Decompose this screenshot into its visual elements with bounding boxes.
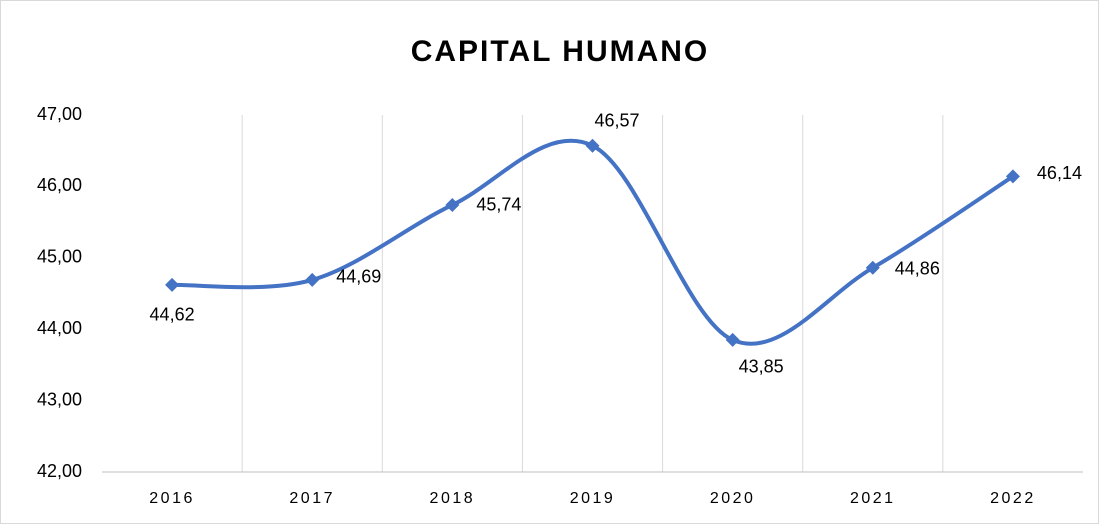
- x-tick-label: 2022: [990, 490, 1036, 507]
- y-tick-label: 46,00: [37, 175, 82, 195]
- y-tick-label: 45,00: [37, 247, 82, 267]
- y-tick-label: 44,00: [37, 318, 82, 338]
- y-tick-label: 47,00: [37, 104, 82, 124]
- marker: [585, 138, 600, 153]
- x-tick-label: 2017: [289, 490, 335, 507]
- x-tick-label: 2021: [850, 490, 896, 507]
- marker: [445, 197, 460, 212]
- data-label: 43,85: [739, 357, 784, 377]
- data-label: 46,14: [1037, 163, 1082, 183]
- x-tick-label: 2019: [570, 490, 616, 507]
- marker: [865, 260, 880, 275]
- data-label: 44,69: [336, 267, 381, 287]
- marker: [725, 332, 740, 347]
- marker: [1005, 169, 1020, 184]
- data-label: 44,62: [150, 305, 195, 325]
- x-tick-label: 2016: [149, 490, 195, 507]
- y-tick-label: 43,00: [37, 389, 82, 409]
- data-label: 46,57: [595, 110, 640, 130]
- data-label: 45,74: [476, 195, 521, 215]
- x-tick-label: 2018: [430, 490, 476, 507]
- x-tick-label: 2020: [710, 490, 756, 507]
- marker: [305, 272, 320, 287]
- chart-title: CAPITAL HUMANO: [411, 35, 710, 68]
- data-label: 44,86: [895, 259, 940, 279]
- y-tick-label: 42,00: [37, 461, 82, 481]
- marker: [165, 277, 180, 292]
